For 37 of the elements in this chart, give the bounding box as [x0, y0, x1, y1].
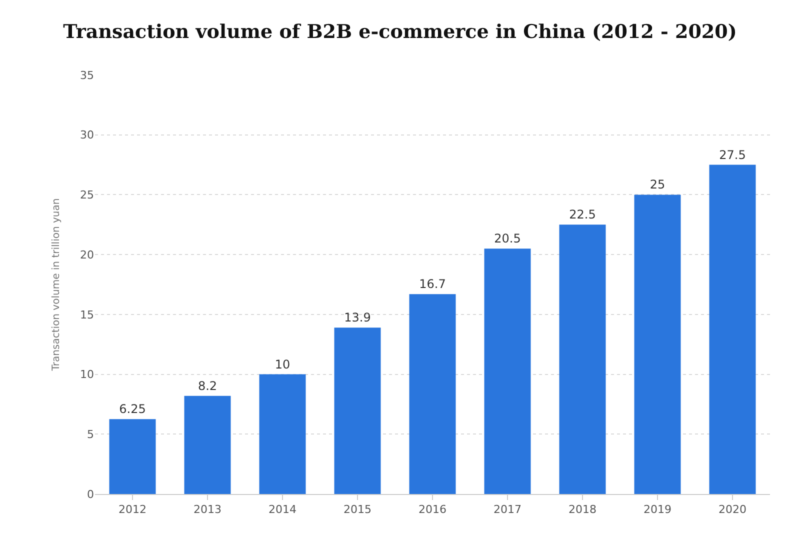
bar [709, 164, 756, 494]
chart-title: Transaction volume of B2B e-commerce in China (2012 - 2020) [63, 21, 737, 44]
data-label: 16.7 [419, 277, 446, 292]
data-label: 13.9 [344, 310, 371, 325]
data-label: 20.5 [494, 232, 521, 246]
x-tick-label: 2016 [418, 503, 446, 516]
y-tick-label: 10 [80, 368, 94, 382]
data-label: 8.2 [198, 378, 218, 393]
bar [259, 374, 306, 494]
x-tick-label: 2020 [718, 503, 746, 516]
y-tick-label: 0 [87, 488, 94, 501]
x-tick-label: 2015 [344, 503, 372, 516]
y-tick-label: 35 [80, 68, 94, 82]
data-label: 25 [650, 178, 666, 192]
bar [634, 194, 681, 494]
bar [184, 396, 231, 494]
y-tick-label: 20 [80, 248, 94, 262]
bar [559, 224, 606, 494]
data-label: 10 [274, 357, 290, 372]
data-label: 22.5 [569, 208, 596, 222]
x-tick-label: 2018 [568, 503, 596, 516]
bar [484, 248, 531, 494]
x-tick-label: 2013 [194, 503, 222, 516]
bar [409, 294, 456, 494]
y-tick-label: 5 [87, 428, 94, 441]
y-axis-title: Transaction volume in trillion yuan [51, 198, 62, 372]
x-tick-label: 2014 [268, 503, 296, 516]
y-tick-label: 25 [80, 188, 94, 202]
x-tick-label: 2017 [494, 503, 522, 516]
data-label: 6.25 [119, 402, 146, 416]
x-tick-label: 2012 [118, 503, 146, 516]
y-tick-label: 15 [80, 308, 94, 322]
bar [334, 328, 381, 494]
bar [109, 419, 156, 494]
y-tick-label: 30 [80, 128, 94, 142]
data-label: 27.5 [719, 148, 746, 162]
x-tick-label: 2019 [644, 503, 672, 516]
